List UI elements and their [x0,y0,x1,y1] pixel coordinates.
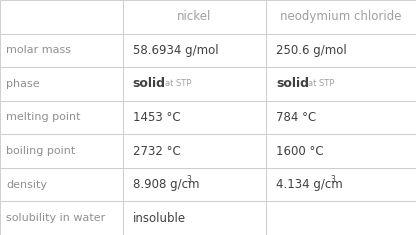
Bar [0,134,123,168]
Bar [266,201,416,235]
Bar [266,0,416,34]
Text: 2732 °C: 2732 °C [133,145,181,158]
Text: molar mass: molar mass [6,45,71,55]
Bar [123,201,266,235]
Text: 1600 °C: 1600 °C [276,145,324,158]
Text: 8.908 g/cm: 8.908 g/cm [133,178,199,191]
Bar [0,0,123,34]
Text: at STP: at STP [165,79,191,88]
Bar [123,101,266,134]
Text: 1453 °C: 1453 °C [133,111,181,124]
Text: solubility in water: solubility in water [6,213,105,223]
Text: density: density [6,180,47,190]
Text: solid: solid [133,77,166,90]
Text: boiling point: boiling point [6,146,75,156]
Text: nickel: nickel [177,10,212,23]
Bar [266,168,416,201]
Text: 250.6 g/mol: 250.6 g/mol [276,44,347,57]
Text: 4.134 g/cm: 4.134 g/cm [276,178,343,191]
Bar [0,168,123,201]
Text: insoluble: insoluble [133,212,186,225]
Bar [123,0,266,34]
Bar [0,34,123,67]
Bar [123,67,266,101]
Bar [123,168,266,201]
Bar [266,101,416,134]
Text: phase: phase [6,79,40,89]
Text: solid: solid [276,77,309,90]
Bar [266,34,416,67]
Bar [0,67,123,101]
Text: 3: 3 [187,175,192,184]
Bar [266,134,416,168]
Text: 58.6934 g/mol: 58.6934 g/mol [133,44,218,57]
Bar [266,67,416,101]
Bar [0,201,123,235]
Bar [0,101,123,134]
Text: 3: 3 [330,175,335,184]
Bar [123,34,266,67]
Text: 784 °C: 784 °C [276,111,317,124]
Bar [123,134,266,168]
Text: neodymium chloride: neodymium chloride [280,10,402,23]
Text: melting point: melting point [6,113,81,122]
Text: at STP: at STP [308,79,334,88]
